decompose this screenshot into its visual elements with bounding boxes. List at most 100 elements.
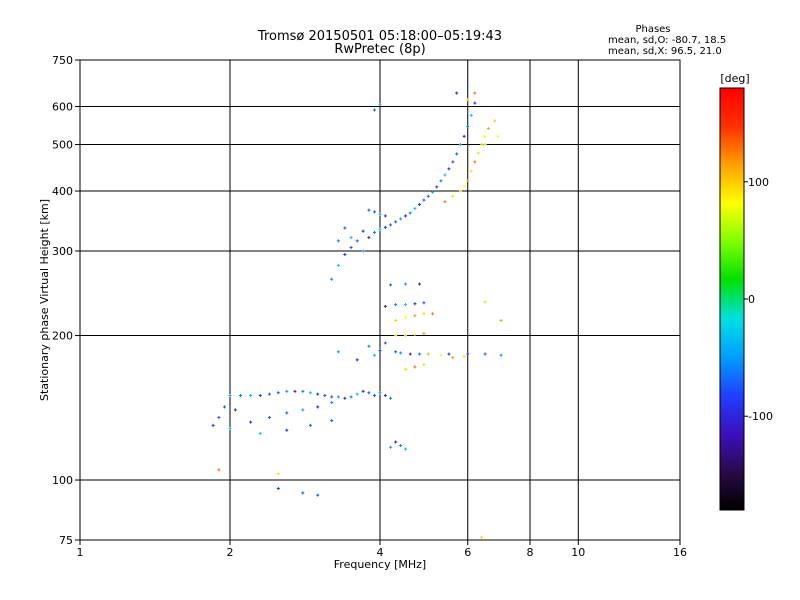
data-point xyxy=(343,253,347,257)
data-point xyxy=(336,263,340,267)
data-point xyxy=(413,302,417,306)
data-point xyxy=(373,353,377,357)
data-points xyxy=(211,91,503,539)
data-point xyxy=(443,200,447,204)
data-point xyxy=(473,91,477,95)
data-point xyxy=(316,493,320,497)
y-tick-label: 75 xyxy=(59,534,73,547)
data-point xyxy=(403,303,407,307)
data-point xyxy=(399,217,403,221)
data-point xyxy=(336,395,340,399)
data-point xyxy=(383,341,387,345)
colorbar-gradient xyxy=(719,87,745,511)
phases-x-stats: mean, sd,X: 96.5, 21.0 xyxy=(608,46,722,57)
data-point xyxy=(349,236,353,240)
data-point xyxy=(399,444,403,448)
y-tick-label: 750 xyxy=(52,54,73,67)
data-point xyxy=(336,239,340,243)
chart-subtitle: RwPretec (8p) xyxy=(334,42,425,57)
data-point xyxy=(217,468,221,472)
colorbar-tick-label: 100 xyxy=(748,176,769,189)
data-point xyxy=(469,113,473,117)
data-point xyxy=(276,391,280,395)
data-point xyxy=(378,349,382,353)
data-point xyxy=(355,239,359,243)
data-point xyxy=(422,312,426,316)
data-point xyxy=(399,351,403,355)
data-point xyxy=(308,423,312,427)
x-tick-label: 8 xyxy=(527,546,534,559)
data-point xyxy=(367,208,371,212)
x-tick-label: 16 xyxy=(673,546,687,559)
data-point xyxy=(349,246,353,250)
data-point xyxy=(422,198,426,202)
data-point xyxy=(389,445,393,449)
y-tick-label: 600 xyxy=(52,101,73,114)
phases-heading: Phases xyxy=(635,24,670,35)
data-point xyxy=(211,423,215,427)
data-point xyxy=(217,415,221,419)
data-point xyxy=(422,363,426,367)
data-point xyxy=(469,169,473,173)
data-point xyxy=(462,354,466,358)
data-point xyxy=(361,229,365,233)
colorbar-tick-label: -100 xyxy=(748,410,773,423)
data-point xyxy=(276,472,280,476)
x-axis: 1 2 4 6 8 10 16 xyxy=(77,540,687,559)
data-point xyxy=(276,487,280,491)
data-point xyxy=(483,300,487,304)
data-point xyxy=(480,143,484,147)
x-tick-label: 4 xyxy=(377,546,384,559)
data-point xyxy=(413,206,417,210)
data-point xyxy=(267,415,271,419)
data-point xyxy=(473,101,477,105)
data-point xyxy=(431,312,435,316)
data-point xyxy=(394,334,398,338)
grid-lines xyxy=(80,60,680,540)
data-point xyxy=(267,392,271,396)
data-point xyxy=(394,350,398,354)
y-tick-label: 300 xyxy=(52,245,73,258)
data-point xyxy=(343,226,347,230)
data-point xyxy=(455,91,459,95)
data-point xyxy=(439,179,443,183)
x-tick-label: 10 xyxy=(571,546,585,559)
data-point xyxy=(308,391,312,395)
data-point xyxy=(447,167,451,171)
data-point xyxy=(383,225,387,229)
data-point xyxy=(458,143,462,147)
data-point xyxy=(413,365,417,369)
data-point xyxy=(249,394,253,398)
data-point xyxy=(367,391,371,395)
data-point xyxy=(383,304,387,308)
data-point xyxy=(466,98,470,102)
data-point xyxy=(422,331,426,335)
data-point xyxy=(301,491,305,495)
data-point xyxy=(493,119,497,123)
data-point xyxy=(258,394,262,398)
data-point xyxy=(462,134,466,138)
data-point xyxy=(466,179,470,183)
y-axis-label: Stationary phase Virtual Height [km] xyxy=(38,199,51,401)
data-point xyxy=(466,125,470,129)
data-point xyxy=(394,318,398,322)
data-point xyxy=(394,220,398,224)
data-point xyxy=(451,355,455,359)
data-point xyxy=(373,108,377,112)
data-point xyxy=(330,395,334,399)
data-point xyxy=(373,210,377,214)
data-point xyxy=(447,352,451,356)
data-point xyxy=(249,420,253,424)
phases-o-stats: mean, sd,O: -80.7, 18.5 xyxy=(608,35,726,46)
colorbar-label: [deg] xyxy=(720,72,749,85)
data-point xyxy=(480,535,484,539)
data-point xyxy=(403,334,407,338)
data-point xyxy=(367,344,371,348)
data-point xyxy=(455,152,459,156)
data-point xyxy=(413,332,417,336)
colorbar-ticks: 100 0 -100 xyxy=(744,176,773,423)
data-point xyxy=(373,230,377,234)
data-point xyxy=(466,352,470,356)
colorbar-tick-label: 0 xyxy=(748,293,755,306)
data-point xyxy=(323,394,327,398)
